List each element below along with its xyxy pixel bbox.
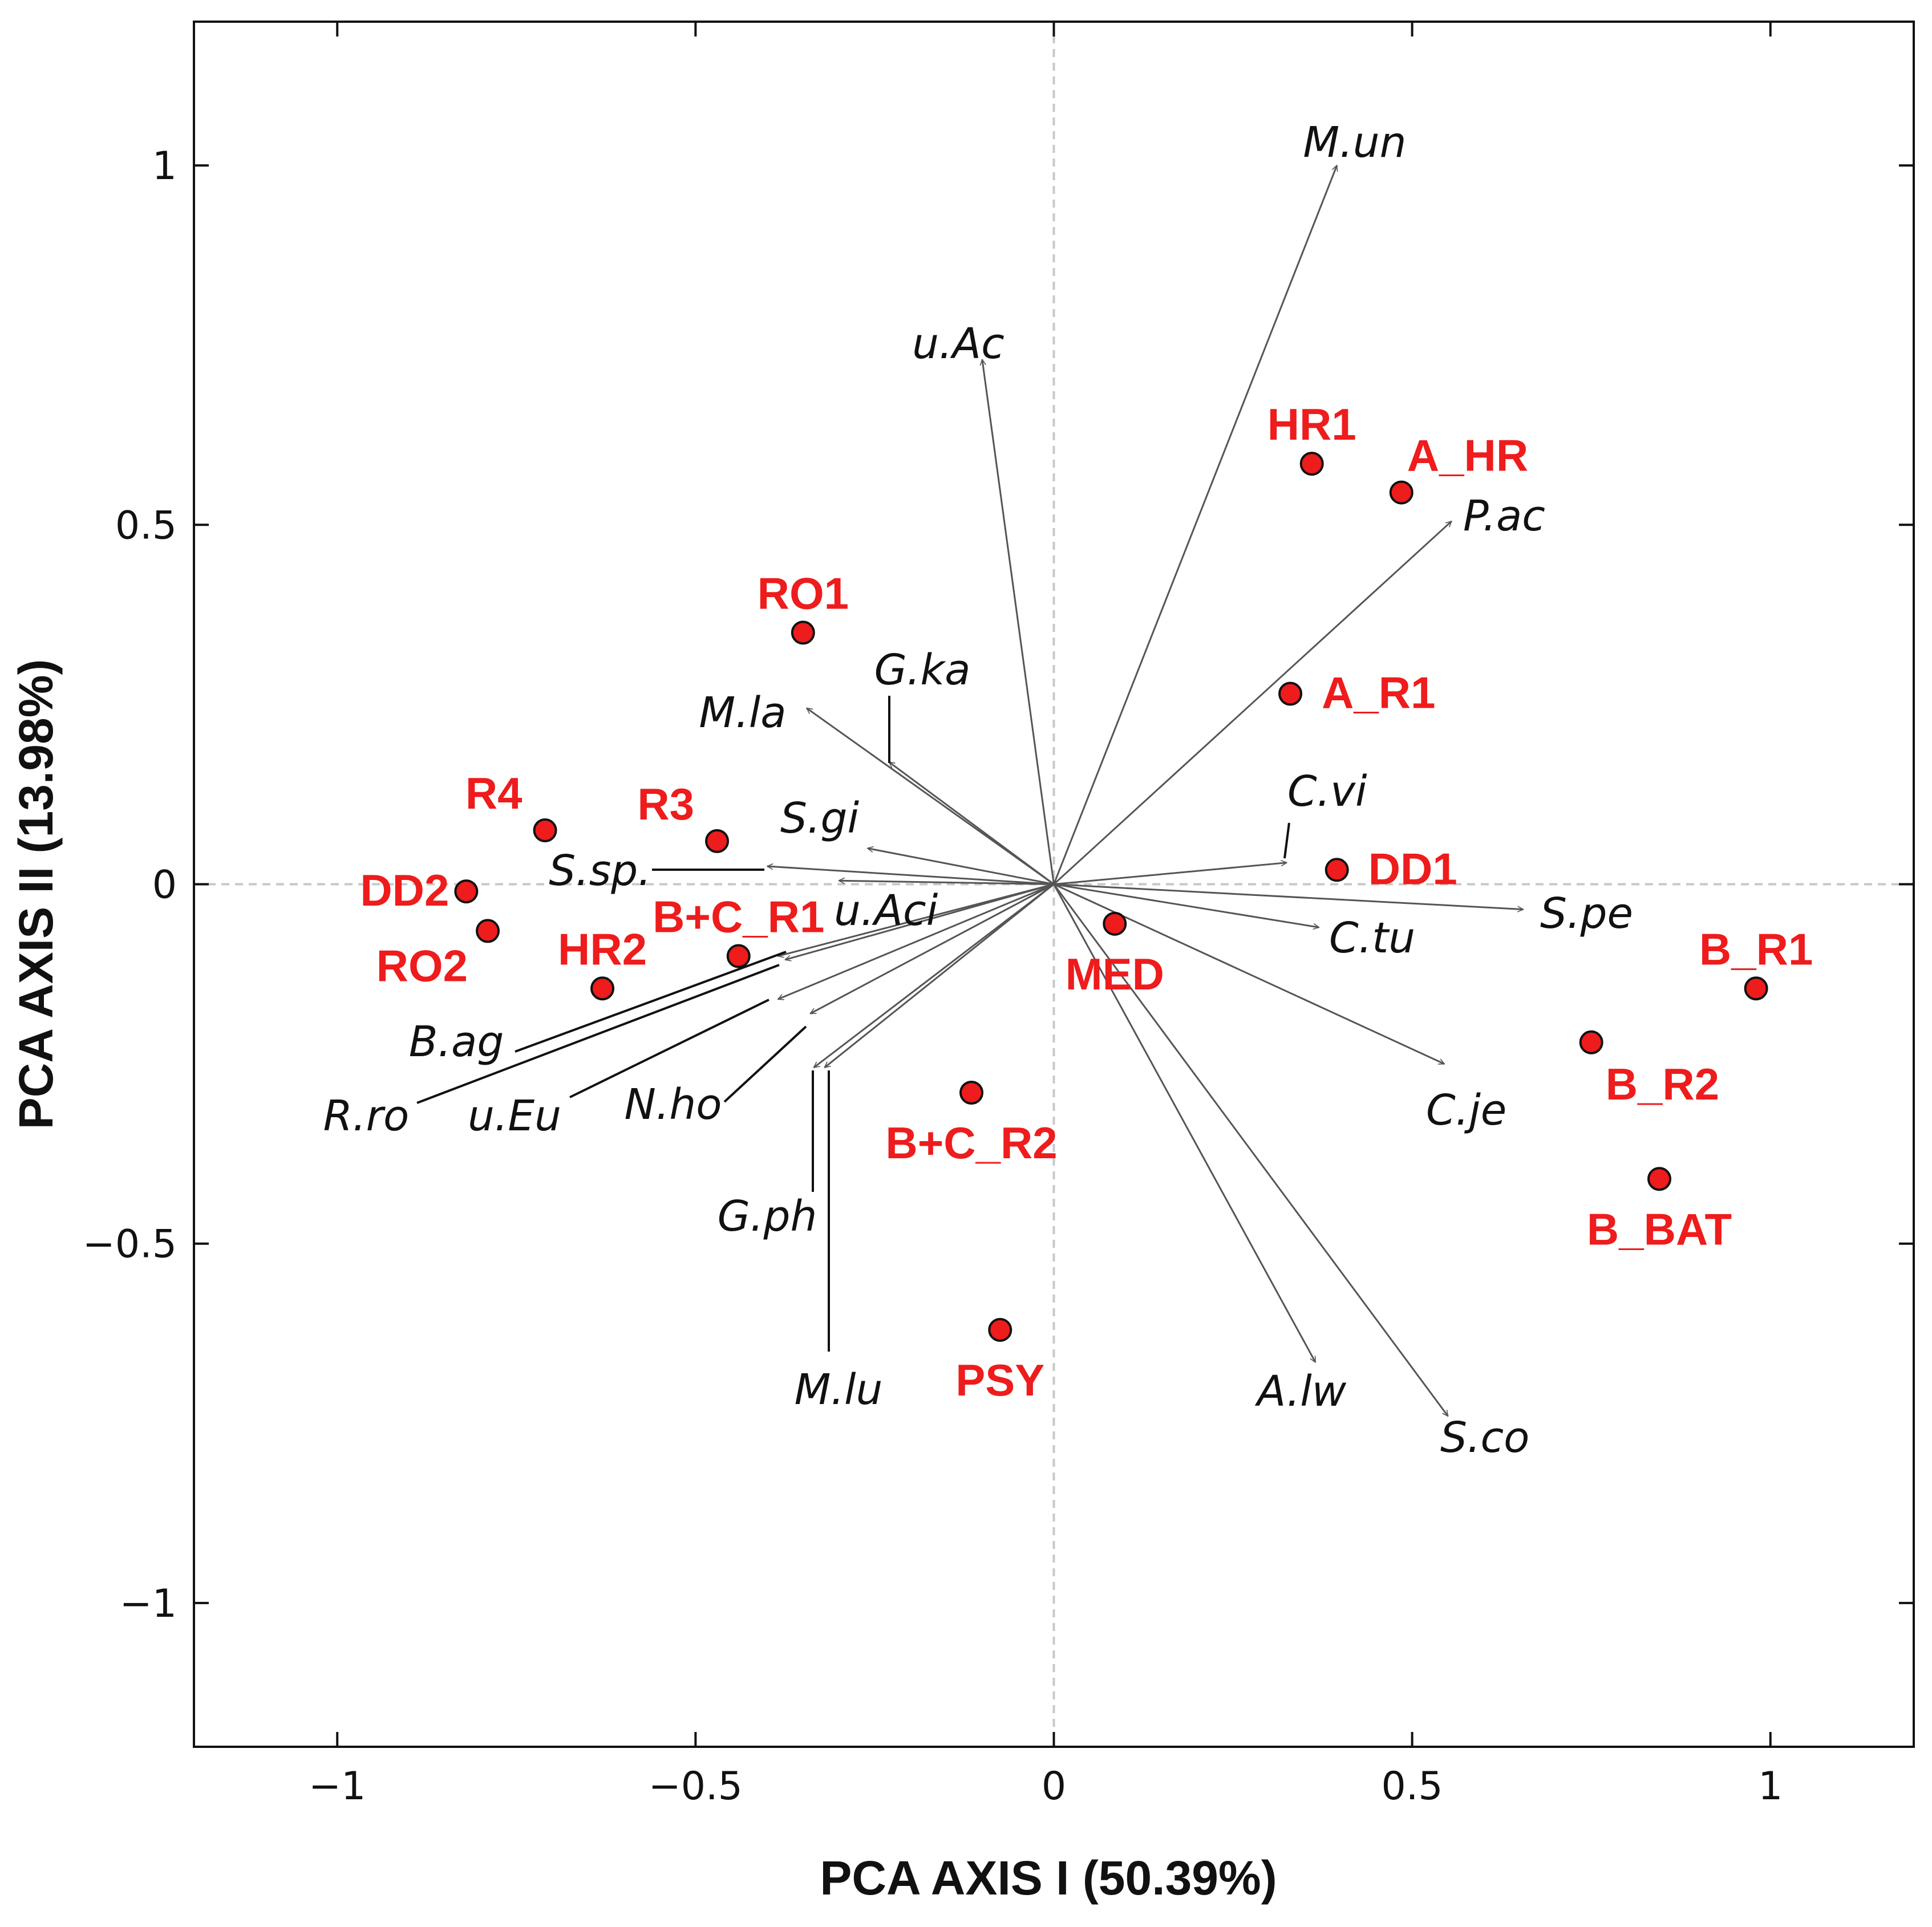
y-axis-title: PCA AXIS II (13.98%): [9, 659, 63, 1130]
vector-g-ph: [814, 883, 1055, 1069]
vector-r-ro: [785, 883, 1054, 960]
leader-r-ro: [416, 964, 780, 1104]
y-tick-label: −0.5: [83, 1222, 177, 1267]
vector-m-la: [807, 707, 1055, 885]
vector-b-ag: [778, 883, 1054, 956]
y-tick-label: 0: [152, 863, 177, 908]
sample-point-r4: [533, 818, 557, 842]
vector-m-lu: [825, 883, 1055, 1069]
leader-n-ho: [723, 1025, 807, 1103]
species-label-p-ac: P.ac: [1463, 492, 1545, 541]
sample-point-a-hr: [1389, 480, 1413, 505]
leader-b-ag: [515, 951, 787, 1053]
sample-point-a-r1: [1278, 681, 1303, 706]
sample-point-b-r1: [1744, 976, 1768, 1001]
sample-label-b-plus-c-r1: B+C_R1: [653, 892, 824, 942]
species-label-g-ka: G.ka: [874, 646, 970, 695]
x-tick-label: −1: [309, 1764, 366, 1809]
sample-point-dd1: [1325, 858, 1349, 882]
species-label-a-lw: A.lw: [1255, 1367, 1347, 1416]
sample-label-b-bat: B_BAT: [1587, 1204, 1732, 1254]
vector-c-tu: [1054, 883, 1319, 928]
x-tick-label: 1: [1758, 1764, 1783, 1809]
vector-s-co: [1053, 883, 1449, 1417]
species-vectors: [767, 165, 1523, 1416]
x-tick-label: 0.5: [1382, 1764, 1443, 1809]
vector-s-pe: [1054, 883, 1524, 910]
sample-point-dd2: [454, 879, 479, 904]
y-tick-label: 0.5: [115, 503, 177, 548]
sample-label-dd1: DD1: [1368, 843, 1457, 894]
x-tick-label: 0: [1042, 1764, 1066, 1809]
sample-point-ro2: [476, 919, 500, 943]
vector-g-ka: [889, 761, 1055, 885]
species-label-c-tu: C.tu: [1329, 914, 1415, 963]
sample-point-r3: [705, 829, 730, 853]
sample-label-hr1: HR1: [1267, 399, 1356, 449]
sample-point-med: [1103, 911, 1127, 936]
species-label-g-ph: G.ph: [718, 1192, 817, 1241]
sample-label-b-plus-c-r2: B+C_R2: [885, 1118, 1057, 1168]
vector-s-sp: [767, 866, 1054, 885]
species-label-s-pe: S.pe: [1540, 889, 1633, 938]
sample-label-ro2: RO2: [376, 940, 468, 991]
x-axis-title: PCA AXIS I (50.39%): [820, 1851, 1277, 1905]
species-label-m-la: M.la: [699, 688, 786, 737]
species-label-c-vi: C.vi: [1287, 767, 1367, 816]
sample-point-b-bat: [1647, 1167, 1672, 1191]
sample-label-a-hr: A_HR: [1407, 431, 1528, 481]
sample-point-hr1: [1299, 452, 1324, 476]
vector-m-un: [1053, 165, 1337, 885]
vector-s-gi: [868, 848, 1054, 885]
sample-label-b-r1: B_R1: [1699, 924, 1813, 974]
y-tick-label: −1: [120, 1581, 177, 1626]
species-label-u-aci: u.Aci: [834, 886, 938, 935]
species-label-m-lu: M.lu: [795, 1365, 883, 1414]
species-label-s-co: S.co: [1440, 1413, 1529, 1462]
species-label-u-ac: u.Ac: [912, 319, 1005, 368]
species-labels: M.un u.Ac P.ac M.la G.ka S.gi C.vi S.sp. u.Aci S.…: [323, 118, 1633, 1462]
axis-ticks: −1 −0.5 0 0.5 1 −1 −0.5 0 0.5 1: [83, 22, 1914, 1809]
sample-label-dd2: DD2: [360, 865, 449, 915]
vector-u-ac: [982, 359, 1055, 885]
label-leader-lines: [416, 696, 1290, 1352]
y-tick-label: 1: [152, 144, 177, 189]
x-tick-label: −0.5: [649, 1764, 743, 1809]
species-label-s-gi: S.gi: [780, 794, 859, 843]
vector-c-vi: [1054, 863, 1287, 885]
species-label-m-un: M.un: [1303, 118, 1406, 167]
sample-label-med: MED: [1066, 949, 1164, 999]
sample-label-ro1: RO1: [758, 568, 849, 618]
sample-label-a-r1: A_R1: [1322, 667, 1435, 717]
sample-label-r4: R4: [465, 768, 523, 818]
sample-point-b-r2: [1579, 1030, 1603, 1054]
vector-a-lw: [1053, 883, 1317, 1362]
sample-label-b-r2: B_R2: [1606, 1059, 1719, 1109]
species-label-c-je: C.je: [1426, 1086, 1506, 1135]
vector-n-ho: [810, 883, 1055, 1015]
species-label-u-eu: u.Eu: [468, 1092, 561, 1141]
vector-p-ac: [1053, 521, 1452, 885]
sample-label-hr2: HR2: [558, 924, 647, 974]
sample-point-b-plus-c-r2: [959, 1081, 984, 1105]
sample-point-hr2: [590, 976, 615, 1001]
species-label-s-sp: S.sp.: [549, 846, 651, 895]
leader-c-vi: [1283, 822, 1290, 859]
species-label-n-ho: N.ho: [624, 1080, 722, 1129]
species-label-b-ag: B.ag: [409, 1017, 504, 1066]
vector-u-eu: [778, 883, 1055, 1000]
sample-point-b-plus-c-r1: [726, 944, 751, 968]
sample-label-r3: R3: [637, 779, 694, 829]
sample-label-psy: PSY: [955, 1355, 1044, 1405]
leader-u-eu: [569, 999, 769, 1098]
vector-u-aci: [839, 881, 1054, 885]
sample-points: [454, 452, 1768, 1342]
sample-point-psy: [988, 1317, 1012, 1342]
species-label-r-ro: R.ro: [323, 1092, 410, 1141]
sample-point-ro1: [791, 620, 815, 645]
